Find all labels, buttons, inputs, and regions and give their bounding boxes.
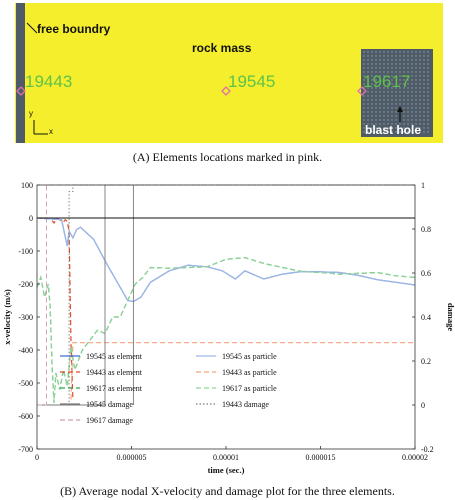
series-line-4 — [70, 342, 415, 400]
element-id-19443: 19443 — [25, 72, 73, 91]
blast-hole-label: blast hole — [365, 123, 422, 137]
axis-y-label: y — [29, 109, 33, 118]
y-tick-label: -700 — [18, 445, 33, 454]
element-id-19545: 19545 — [228, 72, 276, 91]
rock-mass-label: rock mass — [192, 41, 252, 55]
y-axis-label: x-velocity (m/s) — [2, 289, 12, 345]
x-tick-label: 0.00002 — [402, 453, 428, 462]
x-tick-label: 0.000005 — [117, 453, 147, 462]
legend-label-5: 19617 as particle — [222, 384, 277, 393]
legend-label-7: 19443 damage — [222, 400, 269, 409]
element-marker-19443 — [16, 86, 26, 96]
plot-frame — [36, 184, 416, 450]
x-axis-label: time (sec.) — [208, 465, 245, 475]
blast-hole-texture — [363, 51, 429, 133]
y2-tick-label: 0 — [421, 401, 425, 410]
blast-hole — [361, 49, 433, 137]
y2-tick-label: 0.4 — [421, 313, 431, 322]
series-line-5 — [36, 256, 416, 403]
y-tick-label: -500 — [18, 379, 33, 388]
rock-mass-diagram: free boundry rock mass 19443 19545 19617… — [15, 3, 443, 143]
y2-tick-label: 0.6 — [421, 269, 431, 278]
y2-tick-label: 0.2 — [421, 357, 431, 366]
velocity-damage-chart: 100 0 -100 -200 -300 -400 -500 -600 -700 1 0.8 0.6 0… — [2, 181, 455, 475]
y-tick-label: -300 — [18, 313, 33, 322]
series-line-2 — [36, 256, 416, 403]
series-line-1 — [37, 217, 74, 400]
y2-axis-label: damage — [446, 303, 455, 332]
legend-label-0: 19545 as element — [86, 352, 143, 361]
free-boundary-label: free boundry — [37, 22, 111, 36]
element-id-19617: 19617 — [363, 72, 411, 91]
y-tick-label: -200 — [18, 280, 33, 289]
free-boundary-pointer — [26, 22, 38, 34]
x-tick-label: 0.00001 — [213, 453, 239, 462]
y-tick-label: -400 — [18, 346, 33, 355]
axis-x-label: x — [49, 127, 53, 136]
y2-tick-label: 0.8 — [421, 225, 431, 234]
x-tick-label: 0.000015 — [306, 453, 336, 462]
y-tick-label: 0 — [29, 214, 33, 223]
x-tick-label: 0 — [35, 453, 39, 462]
y2-tick-label: -0.2 — [421, 445, 434, 454]
caption-b: (B) Average nodal X-velocity and damage … — [60, 484, 395, 498]
caption-a: (A) Elements locations marked in pink. — [132, 150, 323, 164]
element-marker-19617 — [357, 86, 367, 96]
y-tick-label: -600 — [18, 412, 33, 421]
y-tick-label: -100 — [18, 247, 33, 256]
legend-label-8: 19617 damage — [86, 416, 133, 425]
element-marker-19545 — [221, 86, 231, 96]
legend-label-6: 19545 damage — [86, 400, 133, 409]
legend-label-1: 19443 as element — [86, 368, 143, 377]
y-tick-label: 100 — [21, 181, 33, 190]
legend-label-2: 19617 as element — [86, 384, 143, 393]
series-line-0 — [36, 217, 416, 303]
legend-label-3: 19545 as particle — [222, 352, 277, 361]
blast-hole-arrowhead — [397, 106, 403, 112]
series-line-3 — [36, 217, 416, 303]
free-boundary-strip — [16, 3, 25, 143]
y2-tick-label: 1 — [421, 181, 425, 190]
rock-mass-svg — [15, 3, 443, 143]
legend-label-4: 19443 as particle — [222, 368, 277, 377]
